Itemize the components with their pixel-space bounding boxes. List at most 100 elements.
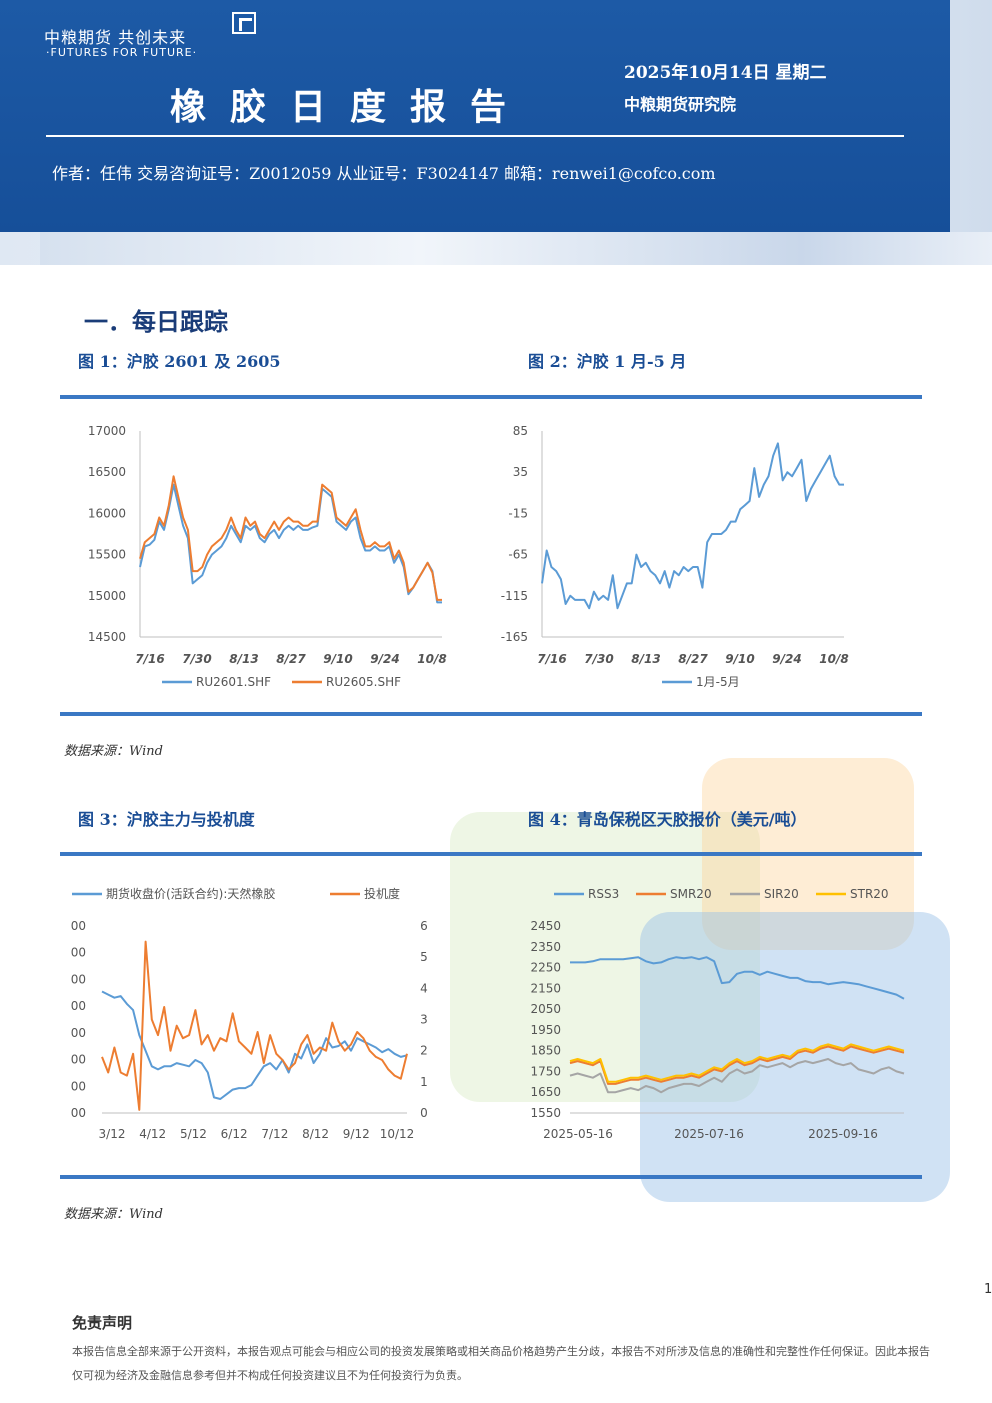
fig4-y-tick-label: 1650 <box>530 1085 561 1099</box>
author-info: 作者：任伟 交易咨询证号：Z0012059 从业证号：F3024147 邮箱：r… <box>52 164 716 183</box>
fig2-x-tick-label: 8/27 <box>678 652 708 666</box>
fig1-legend-label: RU2605.SHF <box>326 675 401 689</box>
fig3-y-left-tick-label: 00 <box>71 999 86 1013</box>
fig2-x-tick-label: 7/16 <box>537 652 566 666</box>
fig3-x-tick-label: 8/12 <box>302 1127 329 1141</box>
fig4-y-tick-label: 1750 <box>530 1064 561 1078</box>
figure-3-title: 图 3：沪胶主力与投机度 <box>78 810 255 829</box>
fig3-y-right-tick-label: 0 <box>420 1106 428 1120</box>
fig3-y-right-tick-label: 1 <box>420 1075 428 1089</box>
fig1-x-tick-label: 8/13 <box>229 652 258 666</box>
decoration-blue-panel <box>640 912 950 1202</box>
fig2-x-tick-label: 7/30 <box>584 652 613 666</box>
fig4-y-tick-label: 2050 <box>530 1002 561 1016</box>
figure-2-title: 图 2：沪胶 1 月-5 月 <box>528 352 687 371</box>
fig4-x-tick-label: 2025-07-16 <box>674 1127 744 1141</box>
report-organization: 中粮期货研究院 <box>624 95 737 114</box>
fig1-x-tick-label: 10/8 <box>417 652 446 666</box>
logo-text: 中粮期货 共创未来 <box>44 28 187 47</box>
fig2-y-tick-label: -115 <box>501 589 528 603</box>
fig1-x-tick-label: 7/30 <box>182 652 211 666</box>
fig1-x-tick-label: 9/10 <box>323 652 352 666</box>
fig3-y-right-tick-label: 6 <box>420 919 428 933</box>
fig3-x-tick-label: 9/12 <box>343 1127 370 1141</box>
fig3-x-tick-label: 7/12 <box>261 1127 288 1141</box>
fig4-legend-label: STR20 <box>850 887 889 901</box>
fig4-series-4-line <box>569 1043 905 1083</box>
disclaimer-title: 免责声明 <box>72 1314 133 1332</box>
fig2-y-tick-label: 35 <box>513 465 528 479</box>
fig4-legend-label: RSS3 <box>588 887 619 901</box>
fig1-y-tick-label: 15000 <box>88 589 126 603</box>
fig3-x-tick-label: 3/12 <box>99 1127 126 1141</box>
fig1-x-tick-label: 9/24 <box>370 652 399 666</box>
fig3-x-tick-label: 5/12 <box>180 1127 207 1141</box>
fig3-series-1-line <box>101 990 408 1100</box>
fig1-y-tick-label: 16000 <box>88 506 126 520</box>
fig1-y-tick-label: 16500 <box>88 465 126 479</box>
page-number: 1 <box>984 1282 992 1297</box>
fig3-y-right-tick-label: 5 <box>420 950 428 964</box>
fig3-y-right-tick-label: 3 <box>420 1013 428 1027</box>
report-date: 2025年10月14日 星期二 <box>624 63 827 83</box>
fig3-x-tick-label: 10/12 <box>380 1127 415 1141</box>
fig3-legend-label: 期货收盘价(活跃合约):天然橡胶 <box>106 886 275 901</box>
section-title: 一．每日跟踪 <box>84 307 228 336</box>
fig4-y-tick-label: 2150 <box>530 981 561 995</box>
fig4-y-tick-label: 1550 <box>530 1106 561 1120</box>
fig4-series-2-line <box>569 1045 905 1085</box>
fig2-x-tick-label: 10/8 <box>819 652 848 666</box>
data-source-2: 数据来源：Wind <box>64 1207 163 1222</box>
fig4-x-tick-label: 2025-05-16 <box>543 1127 613 1141</box>
fig3-y-left-tick-label: 00 <box>71 1053 86 1067</box>
disclaimer-text: 本报告信息全部来源于公开资料，本报告观点可能会与相应公司的投资发展策略或相关商品… <box>72 1345 930 1382</box>
figure-row-1-bottom-rule <box>60 712 922 716</box>
fig3-y-right-tick-label: 2 <box>420 1044 428 1058</box>
data-source-1: 数据来源：Wind <box>64 744 163 759</box>
fig3-legend-label: 投机度 <box>364 886 400 901</box>
fig3-y-left-tick-label: 00 <box>71 1026 86 1040</box>
fig4-y-tick-label: 2250 <box>530 961 561 975</box>
fig2-x-tick-label: 8/13 <box>631 652 660 666</box>
figure-row-2-top-rule <box>60 852 922 856</box>
fig4-legend-label: SIR20 <box>764 887 799 901</box>
fig2-x-tick-label: 9/10 <box>725 652 754 666</box>
fig4-legend-label: SMR20 <box>670 887 712 901</box>
figure-row-1-top-rule <box>60 395 922 399</box>
figure-row-2-bottom-rule <box>60 1175 922 1179</box>
logo-icon <box>232 12 256 34</box>
fig4-y-tick-label: 2450 <box>530 919 561 933</box>
fig1-series-2-line <box>139 475 442 601</box>
fig4-y-tick-label: 1850 <box>530 1044 561 1058</box>
fig2-y-tick-label: -15 <box>508 506 528 520</box>
fig4-series-3-line <box>569 1058 905 1094</box>
figure-1-title: 图 1：沪胶 2601 及 2605 <box>78 352 281 371</box>
fig2-y-tick-label: 85 <box>513 424 528 438</box>
header-blue-panel: 中粮期货 共创未来 ·FUTURES FOR FUTURE· 橡胶日度报告 20… <box>0 0 950 232</box>
fig3-x-tick-label: 6/12 <box>221 1127 248 1141</box>
fig1-x-tick-label: 8/27 <box>276 652 306 666</box>
fig3-y-right-tick-label: 4 <box>420 981 428 995</box>
fig4-x-tick-label: 2025-09-16 <box>808 1127 878 1141</box>
fig2-series-1-line <box>541 442 844 610</box>
fig1-series-1-line <box>139 483 442 604</box>
fig1-y-tick-label: 14500 <box>88 630 126 644</box>
fig2-y-tick-label: -65 <box>508 548 528 562</box>
fig3-y-left-tick-label: 00 <box>71 919 86 933</box>
fig2-y-tick-label: -165 <box>501 630 528 644</box>
fig1-x-tick-label: 7/16 <box>135 652 164 666</box>
fig3-y-left-tick-label: 00 <box>71 972 86 986</box>
fig3-y-left-tick-label: 00 <box>71 1106 86 1120</box>
fig4-y-tick-label: 2350 <box>530 940 561 954</box>
figure-4-title: 图 4：青岛保税区天胶报价（美元/吨） <box>528 810 807 829</box>
fig2-legend-label: 1月-5月 <box>696 675 740 689</box>
fig3-x-tick-label: 4/12 <box>139 1127 166 1141</box>
report-title: 橡胶日度报告 <box>170 86 531 128</box>
logo-subtitle: ·FUTURES FOR FUTURE· <box>46 46 198 59</box>
fig4-y-tick-label: 1950 <box>530 1023 561 1037</box>
fig1-y-tick-label: 15500 <box>88 548 126 562</box>
fig1-legend-label: RU2601.SHF <box>196 675 271 689</box>
fig3-y-left-tick-label: 00 <box>71 946 86 960</box>
fig2-x-tick-label: 9/24 <box>772 652 801 666</box>
